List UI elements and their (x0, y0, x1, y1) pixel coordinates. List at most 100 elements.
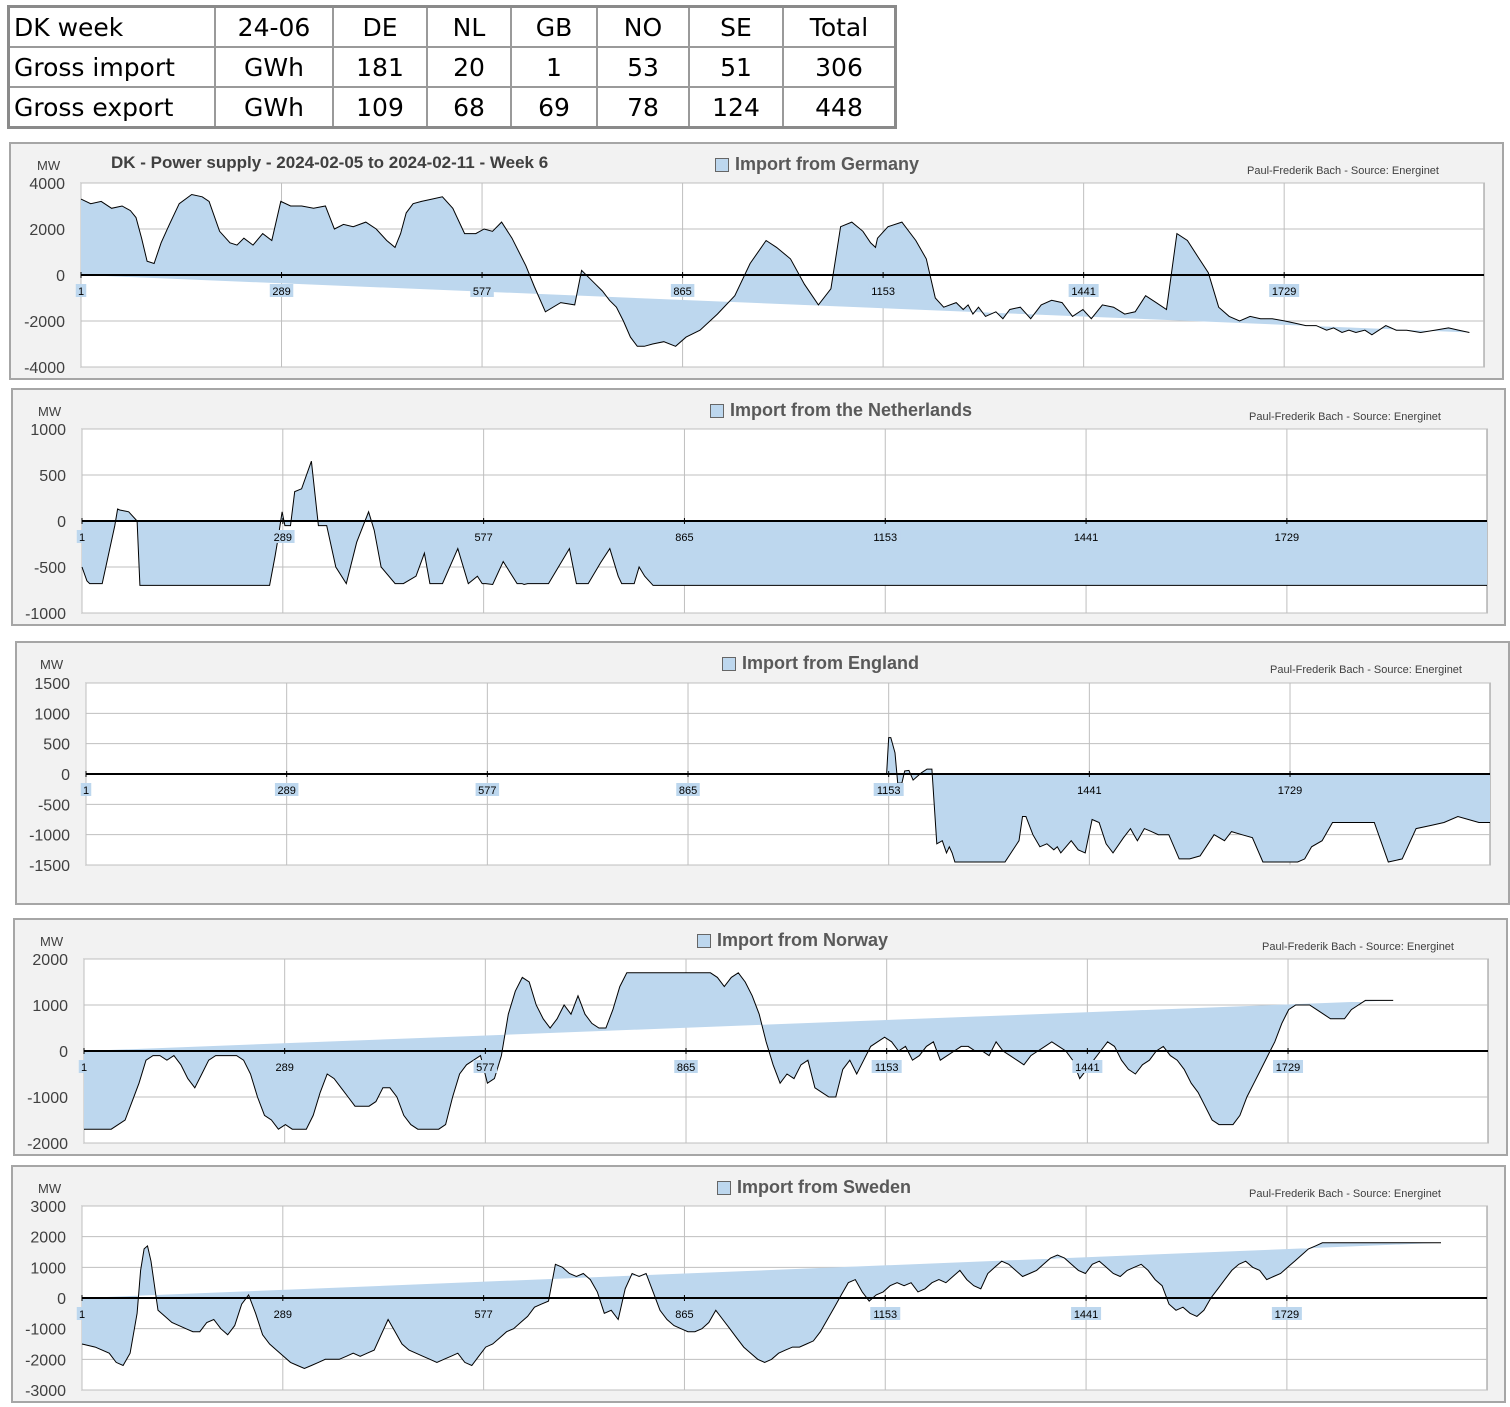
y-tick-label: 2000 (32, 952, 68, 969)
x-tick-label-bg (1071, 530, 1102, 543)
x-tick-label-bg (676, 783, 700, 796)
series-line (81, 1242, 1441, 1370)
y-tick-label: 1500 (34, 676, 70, 693)
x-tick-label: 1729 (1276, 1062, 1300, 1074)
x-tick-label-bg (78, 1060, 90, 1073)
x-tick-label: 1441 (1074, 1309, 1098, 1321)
table-cell: NO (596, 5, 690, 48)
table-cell: 448 (782, 86, 897, 129)
chart-panel-netherlands: MW Import from the Netherlands Paul-Fred… (11, 388, 1506, 626)
x-tick-label: 1 (79, 1309, 85, 1321)
table-cell: 24-06 (214, 5, 334, 48)
x-tick-label-bg (471, 1307, 496, 1320)
y-tick-label: -1000 (27, 1090, 68, 1107)
x-tick-label-bg (1275, 783, 1306, 796)
x-tick-label: 1153 (873, 532, 897, 544)
series-area (86, 737, 1490, 862)
legend-germany: Import from Germany (715, 154, 919, 175)
x-tick-label: 1 (78, 286, 84, 298)
y-tick-label: -2000 (25, 1352, 66, 1369)
area-chart-norway: 2000 1000 0 -1000 -2000 1 289 577 865 1153 1441 172… (27, 952, 1489, 1153)
x-tick-label-bg (80, 783, 92, 796)
y-tick-label: 1000 (34, 706, 70, 723)
y-tick-label: -500 (38, 797, 70, 814)
x-tick-label-bg (873, 783, 904, 796)
legend-norway: Import from Norway (697, 930, 888, 951)
area-chart-england: 1500 1000 500 0 -500 -1000 -1500 1 289 577 865 1153… (29, 676, 1491, 875)
x-tick-label: 289 (274, 1309, 292, 1321)
x-tick-label-bg (274, 783, 299, 796)
x-tick-label-bg (76, 1307, 88, 1320)
x-tick-label: 577 (478, 785, 496, 797)
x-tick-label-bg (870, 530, 901, 543)
x-tick-label-bg (1271, 1307, 1302, 1320)
x-tick-label: 1153 (877, 785, 901, 797)
x-tick-label-bg (1072, 1060, 1103, 1073)
table-cell: 109 (332, 86, 428, 129)
legend-swatch (717, 1180, 731, 1195)
table-cell: 20 (426, 46, 512, 88)
y-unit-label: MW (37, 158, 61, 173)
table-cell: DK week (7, 5, 216, 48)
x-tick-label: 1441 (1071, 286, 1095, 298)
y-tick-label: 0 (57, 514, 66, 531)
table-cell: 1 (510, 46, 598, 88)
legend-label: Import from Germany (735, 154, 920, 174)
y-tick-label: 1000 (30, 422, 66, 439)
y-tick-label: 2000 (30, 1230, 66, 1247)
x-tick-label: 1 (83, 785, 89, 797)
x-tick-label: 1729 (1278, 785, 1302, 797)
x-tick-label: 289 (275, 1062, 293, 1074)
table-cell: 51 (688, 46, 784, 88)
x-tick-label: 865 (679, 785, 697, 797)
y-tick-label: -1000 (25, 606, 66, 623)
series-line (86, 737, 1490, 863)
x-tick-label-bg (868, 284, 899, 297)
area-chart-netherlands: 1000 500 0 -500 -1000 1 289 577 865 1153 1441 1729 (25, 422, 1488, 623)
y-tick-label: 3000 (30, 1199, 66, 1216)
legend-sweden: Import from Sweden (717, 1177, 911, 1198)
table-cell: 53 (596, 46, 690, 88)
chart-panel-sweden: MW Import from Sweden Paul-Frederik Bach… (11, 1165, 1506, 1403)
x-tick-label: 1 (79, 532, 85, 544)
series-area (81, 194, 1470, 347)
x-tick-label: 1 (81, 1062, 87, 1074)
x-tick-label-bg (475, 783, 500, 796)
series-line (80, 193, 1470, 347)
table-cell: SE (688, 5, 784, 48)
x-tick-label-bg (672, 530, 697, 543)
x-tick-label-bg (870, 1307, 901, 1320)
x-tick-label: 1153 (875, 1062, 899, 1074)
x-tick-label-bg (670, 284, 695, 297)
x-tick-label: 1729 (1272, 286, 1296, 298)
table-cell: 68 (426, 86, 512, 129)
y-tick-label: 0 (56, 268, 65, 285)
x-tick-label-bg (473, 1060, 498, 1073)
x-tick-label: 865 (675, 532, 693, 544)
x-tick-label: 289 (272, 286, 290, 298)
x-tick-label-bg (1273, 1060, 1304, 1073)
x-tick-label-bg (672, 1307, 697, 1320)
y-tick-label: 0 (57, 1291, 66, 1308)
y-unit-label: MW (38, 1181, 62, 1196)
x-tick-label-bg (1271, 530, 1302, 543)
chart-panel-germany: MW DK - Power supply - 2024-02-05 to 202… (9, 142, 1504, 380)
area-chart-germany: 4000 2000 0 -2000 -4000 1 289 577 865 1153 1441 172… (24, 176, 1485, 377)
table-cell: Gross export (7, 86, 216, 129)
table-cell: GWh (214, 86, 334, 129)
y-tick-label: -500 (34, 560, 66, 577)
table-header-row: DK week 24-06 DE NL GB NO SE Total (7, 5, 897, 48)
x-tick-label: 289 (274, 532, 292, 544)
y-tick-label: -1500 (29, 858, 70, 875)
x-tick-label-bg (674, 1060, 698, 1073)
table-cell: 78 (596, 86, 690, 129)
x-tick-label: 1441 (1074, 532, 1098, 544)
y-tick-label: -2000 (27, 1136, 68, 1153)
y-tick-label: 4000 (29, 176, 65, 193)
x-tick-label-bg (871, 1060, 902, 1073)
x-tick-label: 1441 (1077, 785, 1101, 797)
x-tick-label-bg (75, 284, 87, 297)
x-tick-label: 1153 (873, 1309, 897, 1321)
x-tick-label-bg (471, 530, 496, 543)
x-tick-label: 1153 (871, 286, 895, 298)
